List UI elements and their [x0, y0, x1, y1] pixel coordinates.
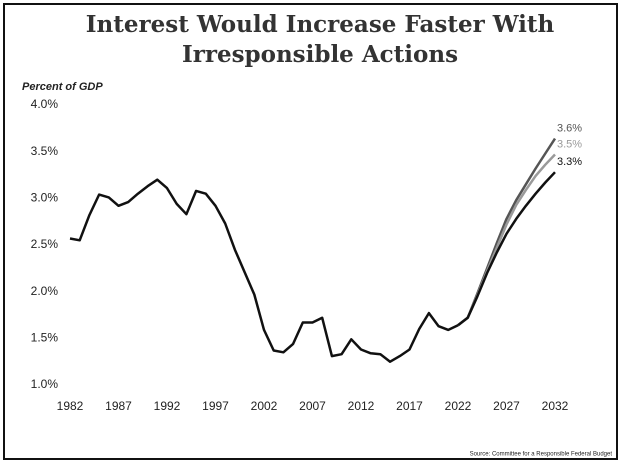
- chart-title: Interest Would Increase Faster With: [86, 11, 555, 38]
- y-tick-label: 1.0%: [31, 377, 59, 391]
- x-tick-label: 1987: [105, 399, 132, 413]
- y-axis-label: Percent of GDP: [22, 81, 103, 93]
- y-tick-label: 1.5%: [31, 331, 59, 345]
- x-tick-label: 2032: [542, 399, 569, 413]
- line: [69, 178, 459, 363]
- line: [457, 153, 556, 327]
- y-tick-label: 2.0%: [31, 284, 59, 298]
- x-tick-label: 1992: [154, 399, 181, 413]
- line: [457, 171, 556, 327]
- x-tick-label: 2002: [251, 399, 278, 413]
- x-tick-label: 2007: [299, 399, 326, 413]
- x-tick-label: 1982: [57, 399, 84, 413]
- x-tick-label: 1997: [202, 399, 229, 413]
- x-tick-label: 2027: [493, 399, 520, 413]
- source: Source: Committee for a Responsible Fede…: [470, 452, 613, 458]
- y-tick-label: 4.0%: [31, 97, 59, 111]
- y-tick-label: 3.5%: [31, 144, 59, 158]
- x-tick-label: 2022: [445, 399, 472, 413]
- y-tick-label: 2.5%: [31, 237, 59, 251]
- frame: [3, 3, 618, 460]
- y-tick-label: 3.0%: [31, 191, 59, 205]
- x-tick-label: 2017: [396, 399, 423, 413]
- data-label: 3.6%: [557, 123, 582, 135]
- data-label: 3.3%: [557, 156, 582, 168]
- chart-title: Irresponsible Actions: [182, 41, 458, 68]
- data-label: 3.5%: [557, 138, 582, 150]
- x-tick-label: 2012: [348, 399, 375, 413]
